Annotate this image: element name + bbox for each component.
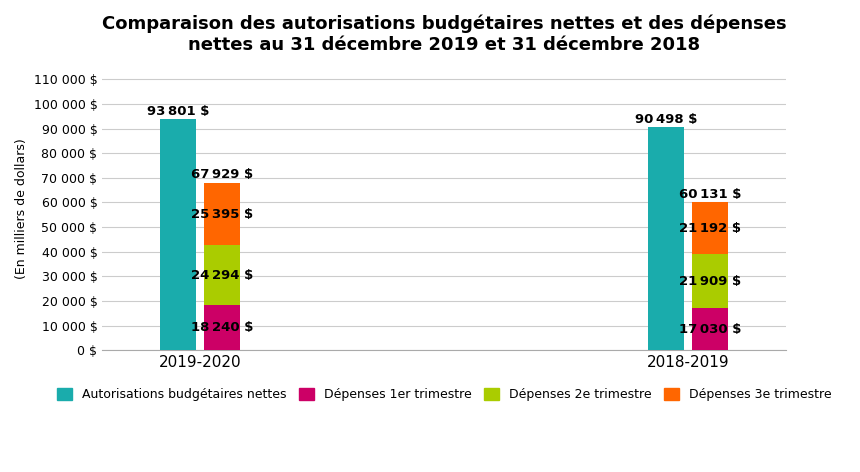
- Text: 25 395 $: 25 395 $: [191, 208, 253, 221]
- Text: 93 801 $: 93 801 $: [147, 105, 209, 118]
- Bar: [204, 245, 240, 305]
- Y-axis label: (En milliers de dollars): (En milliers de dollars): [15, 138, 28, 279]
- Text: 60 131 $: 60 131 $: [679, 188, 741, 201]
- Bar: [204, 183, 240, 245]
- Text: 90 498 $: 90 498 $: [635, 113, 697, 126]
- Legend: Autorisations budgétaires nettes, Dépenses 1er trimestre, Dépenses 2e trimestre,: Autorisations budgétaires nettes, Dépens…: [52, 383, 837, 406]
- Text: 21 192 $: 21 192 $: [679, 222, 741, 235]
- Bar: [691, 202, 728, 254]
- Bar: [691, 254, 728, 308]
- Bar: [204, 305, 240, 350]
- Title: Comparaison des autorisations budgétaires nettes et des dépenses
nettes au 31 dé: Comparaison des autorisations budgétaire…: [101, 15, 786, 54]
- Text: 18 240 $: 18 240 $: [191, 321, 253, 334]
- Bar: [648, 127, 685, 350]
- Text: 24 294 $: 24 294 $: [191, 269, 253, 282]
- Bar: [691, 308, 728, 350]
- Text: 67 929 $: 67 929 $: [191, 169, 253, 181]
- Bar: [160, 119, 196, 350]
- Text: 21 909 $: 21 909 $: [679, 275, 741, 288]
- Text: 17 030 $: 17 030 $: [679, 323, 741, 336]
